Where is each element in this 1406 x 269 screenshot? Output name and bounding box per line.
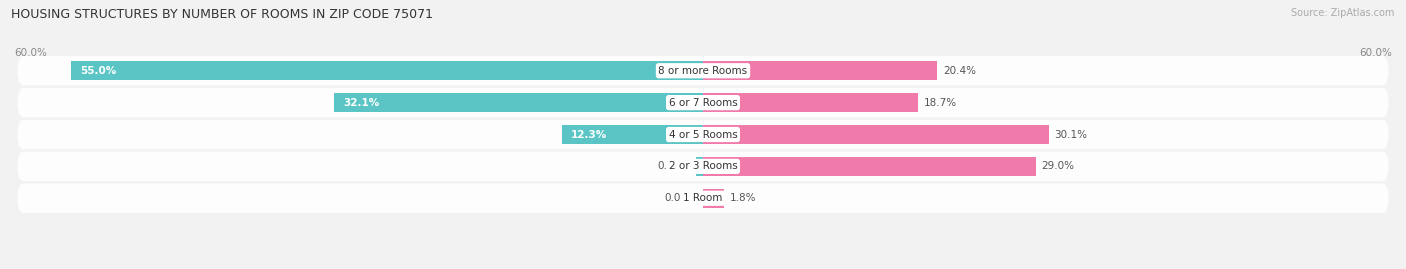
Text: 60.0%: 60.0% xyxy=(1360,48,1392,58)
Text: 1 Room: 1 Room xyxy=(683,193,723,203)
Text: 55.0%: 55.0% xyxy=(80,66,117,76)
Bar xyxy=(703,93,918,112)
FancyBboxPatch shape xyxy=(17,184,1389,213)
Text: 4 or 5 Rooms: 4 or 5 Rooms xyxy=(669,129,737,140)
FancyBboxPatch shape xyxy=(17,56,1389,85)
Text: 18.7%: 18.7% xyxy=(924,98,956,108)
Bar xyxy=(562,125,703,144)
Bar xyxy=(72,62,703,80)
Text: 0.04%: 0.04% xyxy=(664,193,697,203)
Bar xyxy=(335,93,703,112)
Text: 60.0%: 60.0% xyxy=(14,48,46,58)
FancyBboxPatch shape xyxy=(17,152,1389,181)
Bar xyxy=(703,62,938,80)
Text: 2 or 3 Rooms: 2 or 3 Rooms xyxy=(669,161,737,171)
Bar xyxy=(703,157,1036,176)
Text: 8 or more Rooms: 8 or more Rooms xyxy=(658,66,748,76)
Text: 20.4%: 20.4% xyxy=(943,66,976,76)
FancyBboxPatch shape xyxy=(17,88,1389,117)
FancyBboxPatch shape xyxy=(17,120,1389,149)
Text: 1.8%: 1.8% xyxy=(730,193,756,203)
Text: HOUSING STRUCTURES BY NUMBER OF ROOMS IN ZIP CODE 75071: HOUSING STRUCTURES BY NUMBER OF ROOMS IN… xyxy=(11,8,433,21)
Text: 6 or 7 Rooms: 6 or 7 Rooms xyxy=(669,98,737,108)
Text: 12.3%: 12.3% xyxy=(571,129,607,140)
Text: 32.1%: 32.1% xyxy=(343,98,380,108)
Text: 0.58%: 0.58% xyxy=(658,161,690,171)
Bar xyxy=(696,157,703,176)
Text: 30.1%: 30.1% xyxy=(1054,129,1087,140)
Bar xyxy=(703,189,724,207)
Text: Source: ZipAtlas.com: Source: ZipAtlas.com xyxy=(1291,8,1395,18)
Text: 29.0%: 29.0% xyxy=(1042,161,1074,171)
Bar xyxy=(703,125,1049,144)
